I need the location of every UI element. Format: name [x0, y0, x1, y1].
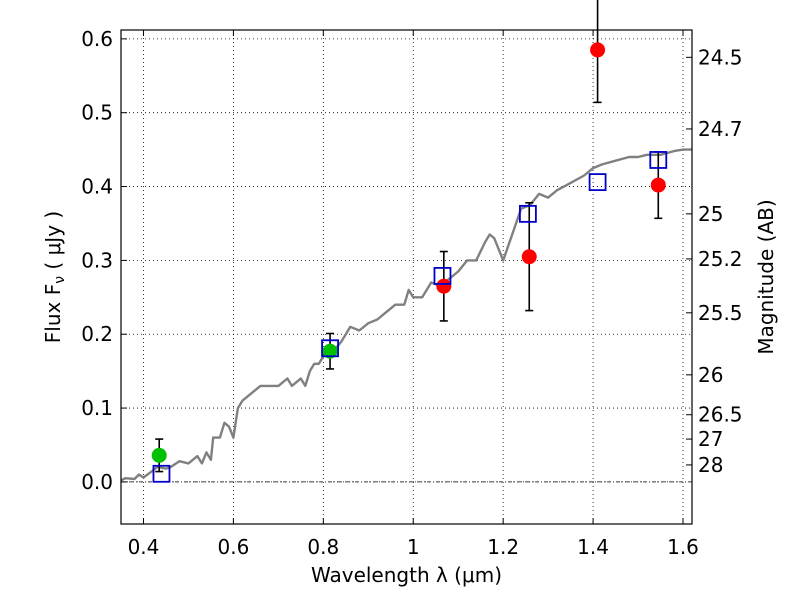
- model-band-square: [433, 266, 452, 285]
- photometry-point: [650, 177, 666, 193]
- grid-lines: [121, 30, 692, 524]
- y-tick-label: 0.4: [81, 175, 113, 199]
- model-band-square: [518, 204, 537, 223]
- x-tick-label: 0.6: [217, 535, 249, 559]
- model-spectrum: [120, 148, 692, 482]
- y-tick-label: 0.3: [81, 248, 113, 272]
- x-tick-label: 1.4: [577, 535, 609, 559]
- photometry-point: [322, 343, 338, 359]
- y-tick-label: 0.2: [81, 322, 113, 346]
- model-band-square: [321, 339, 339, 358]
- model-band-square: [649, 151, 668, 169]
- x-tick-label: 0.4: [128, 535, 160, 559]
- model-band-square: [588, 173, 607, 192]
- photometry-point: [521, 249, 537, 265]
- right-tick-label: 26: [698, 363, 723, 387]
- right-tick-label: 25.2: [698, 247, 743, 271]
- x-tick-label: 0.8: [307, 535, 339, 559]
- y-tick-label: 0.5: [81, 101, 113, 125]
- x-tick-label: 1.6: [667, 535, 699, 559]
- right-tick-label: 26.5: [698, 403, 743, 427]
- y-axis-label: Flux Fν ( μJy ): [41, 211, 68, 343]
- y-tick-label: 0.0: [81, 470, 113, 494]
- model-band-square: [152, 464, 171, 483]
- y-tick-label: 0.6: [81, 27, 113, 51]
- data-points: [151, 0, 668, 483]
- y-axis-label-subscript: ν: [52, 276, 68, 284]
- x-tick-label: 1: [407, 535, 420, 559]
- y-axis-label-unit: ( μJy ): [41, 211, 65, 276]
- plot-frame: [120, 29, 693, 525]
- right-tick-label: 24.5: [698, 45, 743, 69]
- right-axis-label: Magnitude (AB): [754, 199, 778, 354]
- photometry-point: [436, 278, 452, 294]
- x-axis-label: Wavelength λ (μm): [311, 563, 502, 587]
- right-tick-label: 27: [698, 427, 723, 451]
- right-tick-label: 24.7: [698, 117, 743, 141]
- right-tick-label: 25.5: [698, 301, 743, 325]
- photometry-point: [590, 42, 606, 58]
- x-tick-label: 1.2: [487, 535, 519, 559]
- photometry-point: [151, 447, 167, 463]
- y-tick-label: 0.1: [81, 396, 113, 420]
- axis-ticks: 0.4 0.6 0.8 1 1.2 1.4 1.6 0.0 0.1 0.2 0.3 0.4 0.5 0.6…: [81, 27, 742, 559]
- right-tick-label: 25: [698, 202, 723, 226]
- model-spectrum-line: [120, 148, 692, 482]
- right-tick-label: 28: [698, 453, 723, 477]
- y-axis-label-main: Flux F: [41, 284, 65, 343]
